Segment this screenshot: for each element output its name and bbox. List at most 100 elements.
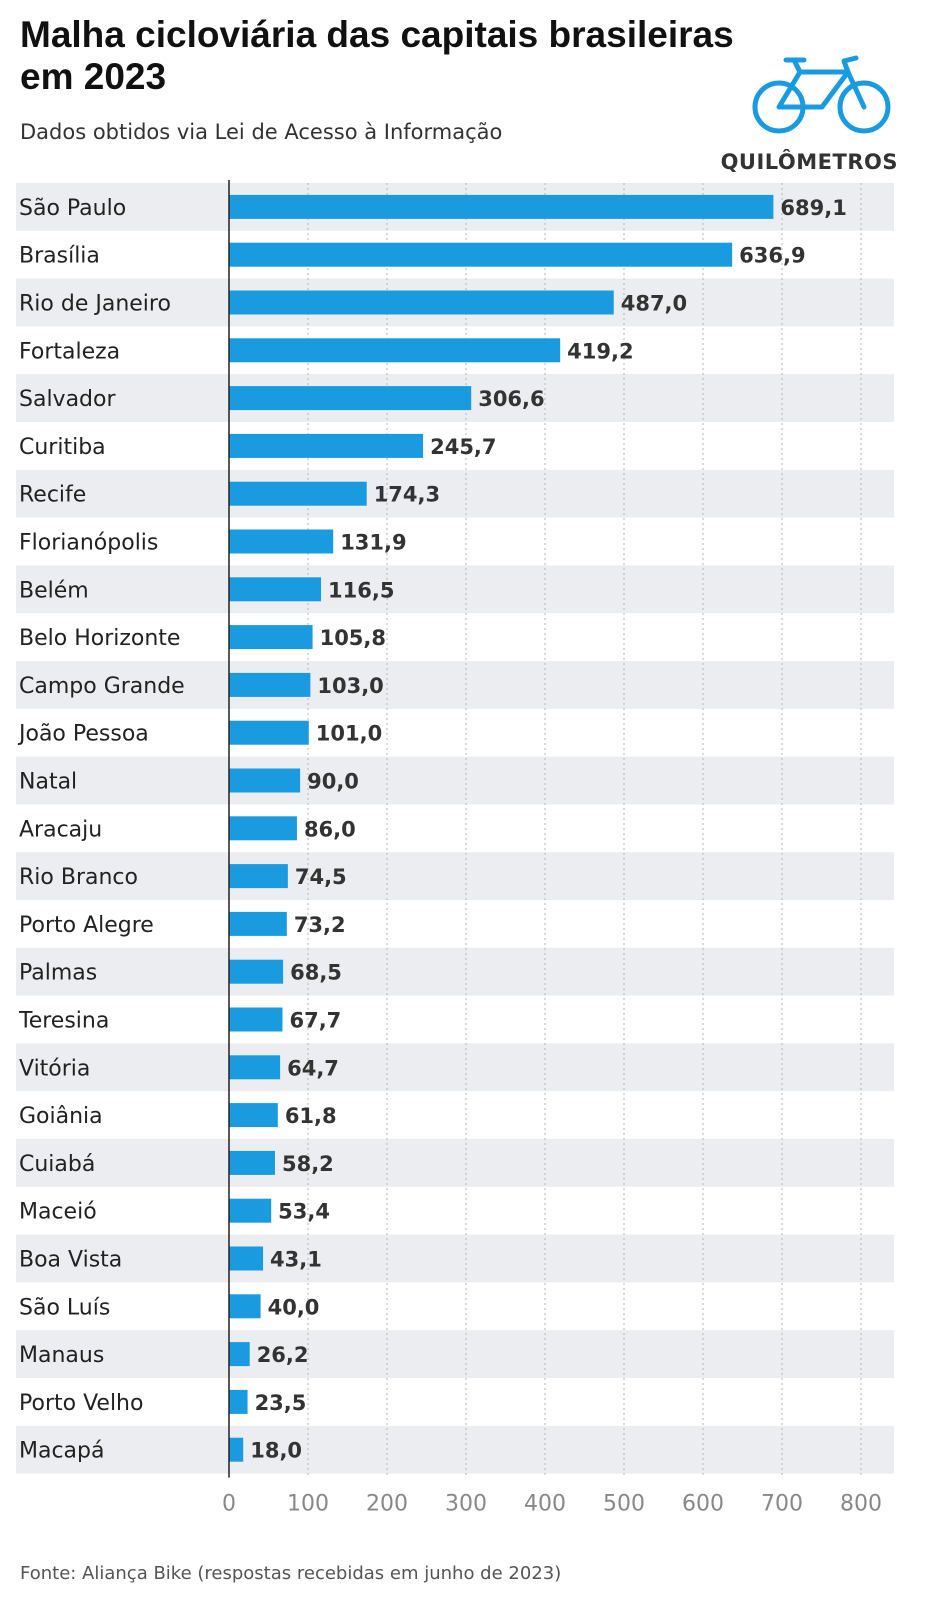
value-label: 174,3 <box>374 483 440 507</box>
source-note: Fonte: Aliança Bike (respostas recebidas… <box>20 1563 562 1584</box>
value-label: 245,7 <box>430 435 496 459</box>
value-label: 58,2 <box>282 1152 334 1176</box>
category-label: Porto Alegre <box>19 913 154 938</box>
bar <box>229 672 311 697</box>
category-label: Recife <box>19 483 86 508</box>
category-label: Belo Horizonte <box>19 626 180 651</box>
value-label: 26,2 <box>257 1343 309 1367</box>
bar <box>229 1437 244 1462</box>
row-band <box>16 1234 894 1283</box>
bar <box>229 481 367 506</box>
row-band <box>16 852 894 900</box>
row-band <box>16 1043 894 1092</box>
value-label: 306,6 <box>478 387 544 411</box>
x-tick-label: 600 <box>682 1492 724 1517</box>
category-label: Maceió <box>19 1200 97 1225</box>
category-label: Belém <box>19 578 89 603</box>
category-label: Rio de Janeiro <box>19 292 171 317</box>
bar <box>229 1055 281 1080</box>
value-label: 86,0 <box>304 817 356 841</box>
value-label: 131,9 <box>340 531 406 555</box>
row-band <box>16 469 894 518</box>
category-label: Macapá <box>19 1439 105 1464</box>
x-tick-label: 800 <box>840 1492 882 1517</box>
bar <box>229 816 297 841</box>
x-tick-label: 700 <box>761 1492 803 1517</box>
value-label: 74,5 <box>295 865 347 889</box>
category-label: São Luís <box>19 1295 110 1320</box>
chart-title: Malha cicloviária das capitais brasileir… <box>20 14 734 97</box>
value-label: 53,4 <box>278 1200 330 1224</box>
category-label: Campo Grande <box>19 674 185 699</box>
value-label: 90,0 <box>307 770 359 794</box>
value-label: 61,8 <box>285 1104 337 1128</box>
bar <box>229 1103 278 1128</box>
bar <box>229 1198 272 1223</box>
bar <box>229 1389 248 1414</box>
bar <box>229 290 614 315</box>
value-label: 18,0 <box>250 1439 302 1463</box>
bar-chart: 0 100 200 300 400 500 600 700 800 São Paulo 689,1 B… <box>16 180 894 1517</box>
value-label: 419,2 <box>567 339 633 363</box>
value-label: 105,8 <box>320 626 386 650</box>
value-label: 116,5 <box>328 578 394 602</box>
value-label: 101,0 <box>316 722 382 746</box>
bar <box>229 242 733 267</box>
row-band <box>16 947 894 996</box>
category-label: Boa Vista <box>19 1248 122 1273</box>
bar <box>229 1342 250 1367</box>
category-label: Rio Branco <box>19 865 138 890</box>
bar <box>229 338 561 363</box>
value-label: 73,2 <box>294 913 346 937</box>
category-label: Salvador <box>19 387 116 412</box>
category-label: Goiânia <box>19 1104 103 1129</box>
row-band <box>16 1425 894 1474</box>
category-label: Porto Velho <box>19 1391 143 1416</box>
x-tick-label: 500 <box>603 1492 645 1517</box>
category-label: Brasília <box>19 244 100 269</box>
value-label: 64,7 <box>287 1056 339 1080</box>
x-tick-label: 300 <box>445 1492 487 1517</box>
bar <box>229 911 287 936</box>
row-band <box>16 661 894 709</box>
category-label: São Paulo <box>19 196 126 221</box>
x-tick-label: 200 <box>366 1492 408 1517</box>
bar <box>229 433 424 458</box>
category-label: Cuiabá <box>19 1152 95 1177</box>
bar <box>229 625 313 650</box>
bar <box>229 1150 275 1175</box>
category-label: Florianópolis <box>19 531 158 556</box>
bar <box>229 194 774 219</box>
x-tick-label: 100 <box>287 1492 329 1517</box>
category-label: Vitória <box>19 1056 90 1081</box>
x-tick-label: 0 <box>222 1492 236 1517</box>
value-label: 636,9 <box>739 244 805 268</box>
value-label: 68,5 <box>290 961 342 985</box>
bar <box>229 1246 264 1271</box>
row-band <box>16 756 894 805</box>
value-label: 689,1 <box>780 196 846 220</box>
bar <box>229 386 472 411</box>
bar <box>229 1294 261 1319</box>
bar <box>229 864 288 889</box>
value-label: 23,5 <box>255 1391 307 1415</box>
value-label: 67,7 <box>289 1009 341 1033</box>
row-band <box>16 1330 894 1378</box>
category-label: Manaus <box>19 1343 104 1368</box>
category-label: Fortaleza <box>19 339 120 364</box>
category-label: Teresina <box>18 1009 109 1034</box>
category-label: Natal <box>19 770 77 795</box>
row-band <box>16 565 894 614</box>
value-label: 40,0 <box>268 1295 320 1319</box>
category-label: João Pessoa <box>17 722 149 747</box>
x-tick-label: 400 <box>524 1492 566 1517</box>
value-label: 43,1 <box>270 1248 322 1272</box>
chart-subtitle: Dados obtidos via Lei de Acesso à Inform… <box>20 120 503 144</box>
bar <box>229 529 334 554</box>
bar <box>229 768 301 793</box>
row-band <box>16 1139 894 1187</box>
category-label: Aracaju <box>19 817 102 842</box>
bicycle-icon <box>752 55 891 134</box>
value-label: 487,0 <box>621 292 687 316</box>
bar <box>229 720 309 745</box>
